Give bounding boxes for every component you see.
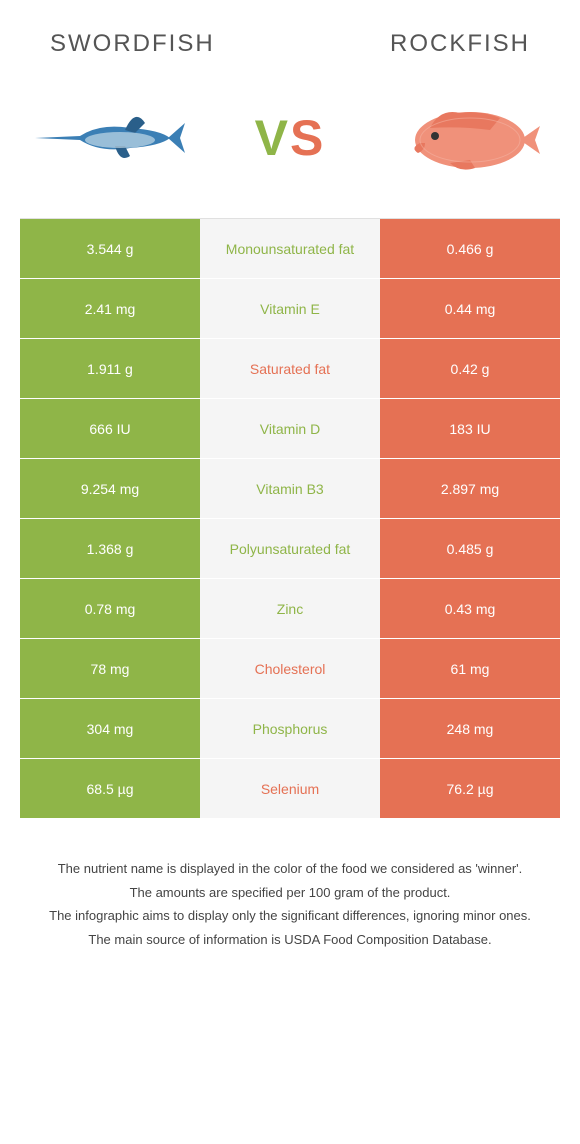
vs-s-letter: S: [290, 110, 325, 166]
vs-label: VS: [255, 109, 326, 167]
header-row: Swordfish Rockfish: [0, 0, 580, 68]
table-row: 2.41 mgVitamin E0.44 mg: [20, 279, 560, 339]
right-value-cell: 0.466 g: [380, 219, 560, 278]
right-value-cell: 2.897 mg: [380, 459, 560, 518]
rockfish-image: [390, 88, 550, 188]
vs-v-letter: V: [255, 110, 290, 166]
nutrient-name-cell: Polyunsaturated fat: [200, 519, 380, 578]
left-value-cell: 2.41 mg: [20, 279, 200, 338]
table-row: 78 mgCholesterol61 mg: [20, 639, 560, 699]
images-row: VS: [0, 68, 580, 218]
left-value-cell: 0.78 mg: [20, 579, 200, 638]
table-row: 68.5 µgSelenium76.2 µg: [20, 759, 560, 819]
right-value-cell: 61 mg: [380, 639, 560, 698]
table-row: 1.368 gPolyunsaturated fat0.485 g: [20, 519, 560, 579]
swordfish-image: [30, 88, 190, 188]
comparison-table: 3.544 gMonounsaturated fat0.466 g2.41 mg…: [20, 218, 560, 819]
right-value-cell: 0.485 g: [380, 519, 560, 578]
table-row: 1.911 gSaturated fat0.42 g: [20, 339, 560, 399]
left-value-cell: 9.254 mg: [20, 459, 200, 518]
left-value-cell: 3.544 g: [20, 219, 200, 278]
right-title: Rockfish: [390, 30, 530, 58]
right-value-cell: 0.44 mg: [380, 279, 560, 338]
footer-line-1: The nutrient name is displayed in the co…: [30, 859, 550, 879]
nutrient-name-cell: Vitamin E: [200, 279, 380, 338]
table-row: 3.544 gMonounsaturated fat0.466 g: [20, 219, 560, 279]
footer-line-3: The infographic aims to display only the…: [30, 906, 550, 926]
left-value-cell: 78 mg: [20, 639, 200, 698]
left-value-cell: 666 IU: [20, 399, 200, 458]
right-value-cell: 0.43 mg: [380, 579, 560, 638]
nutrient-name-cell: Saturated fat: [200, 339, 380, 398]
nutrient-name-cell: Phosphorus: [200, 699, 380, 758]
table-row: 9.254 mgVitamin B32.897 mg: [20, 459, 560, 519]
nutrient-name-cell: Zinc: [200, 579, 380, 638]
nutrient-name-cell: Vitamin D: [200, 399, 380, 458]
footer-line-4: The main source of information is USDA F…: [30, 930, 550, 950]
nutrient-name-cell: Vitamin B3: [200, 459, 380, 518]
right-value-cell: 0.42 g: [380, 339, 560, 398]
left-value-cell: 68.5 µg: [20, 759, 200, 818]
footer-notes: The nutrient name is displayed in the co…: [30, 859, 550, 949]
left-value-cell: 304 mg: [20, 699, 200, 758]
table-row: 304 mgPhosphorus248 mg: [20, 699, 560, 759]
footer-line-2: The amounts are specified per 100 gram o…: [30, 883, 550, 903]
left-value-cell: 1.368 g: [20, 519, 200, 578]
nutrient-name-cell: Monounsaturated fat: [200, 219, 380, 278]
right-value-cell: 248 mg: [380, 699, 560, 758]
left-value-cell: 1.911 g: [20, 339, 200, 398]
table-row: 0.78 mgZinc0.43 mg: [20, 579, 560, 639]
right-value-cell: 183 IU: [380, 399, 560, 458]
table-row: 666 IUVitamin D183 IU: [20, 399, 560, 459]
right-value-cell: 76.2 µg: [380, 759, 560, 818]
nutrient-name-cell: Selenium: [200, 759, 380, 818]
nutrient-name-cell: Cholesterol: [200, 639, 380, 698]
left-title: Swordfish: [50, 30, 215, 58]
